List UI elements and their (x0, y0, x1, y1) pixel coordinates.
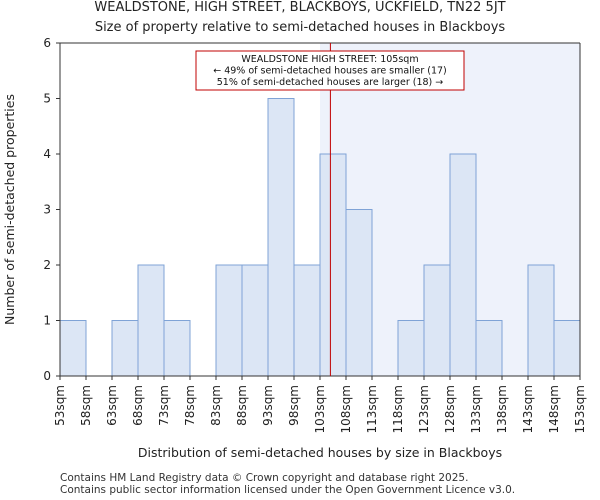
x-tick-label: 113sqm (365, 385, 379, 433)
y-tick-label: 3 (43, 203, 51, 217)
annotation-line: WEALDSTONE HIGH STREET: 105sqm (241, 54, 418, 65)
histogram-bar (319, 153, 347, 377)
footer-licence: Contains public sector information licen… (60, 484, 516, 496)
histogram-bar (241, 264, 269, 377)
x-tick-label: 93sqm (261, 385, 275, 426)
x-tick-label: 83sqm (209, 385, 223, 426)
histogram-bar (397, 320, 425, 377)
histogram-bar (215, 264, 243, 377)
annotation-line: ← 49% of semi-detached houses are smalle… (213, 66, 447, 77)
histogram-bar (345, 209, 373, 377)
histogram-bar (59, 320, 87, 377)
x-tick-label: 118sqm (391, 385, 405, 433)
y-tick-label: 1 (43, 314, 51, 328)
x-tick-label: 133sqm (469, 385, 483, 433)
y-tick-label: 4 (43, 147, 51, 161)
x-tick-label: 88sqm (235, 385, 249, 426)
histogram-bar (423, 264, 451, 377)
x-tick-label: 78sqm (183, 385, 197, 426)
x-tick-label: 58sqm (79, 385, 93, 426)
chart-title: WEALDSTONE, HIGH STREET, BLACKBOYS, UCKF… (94, 0, 506, 15)
y-axis-label: Number of semi-detached properties (2, 94, 17, 325)
x-tick-label: 123sqm (417, 385, 431, 433)
histogram-bar (267, 98, 295, 377)
x-tick-label: 63sqm (105, 385, 119, 426)
x-tick-label: 128sqm (443, 385, 457, 433)
histogram-bar (553, 320, 581, 377)
y-tick-label: 5 (43, 92, 51, 106)
histogram-bar (293, 264, 321, 377)
histogram-bar (163, 320, 191, 377)
histogram-bar (475, 320, 503, 377)
chart-subtitle: Size of property relative to semi-detach… (94, 20, 506, 35)
x-tick-label: 98sqm (287, 385, 301, 426)
x-tick-label: 108sqm (339, 385, 353, 433)
histogram-bar (137, 264, 165, 377)
y-tick-label: 0 (43, 369, 51, 383)
histogram-bar (527, 264, 555, 377)
x-tick-label: 143sqm (521, 385, 535, 433)
annotation-line: 51% of semi-detached houses are larger (… (217, 77, 444, 88)
y-tick-label: 6 (43, 36, 51, 50)
histogram-bar (111, 320, 139, 377)
histogram-bar (449, 153, 477, 377)
x-axis-label: Distribution of semi-detached houses by … (138, 445, 502, 460)
x-tick-label: 103sqm (313, 385, 327, 433)
x-tick-label: 68sqm (131, 385, 145, 426)
x-tick-label: 153sqm (573, 385, 587, 433)
x-tick-label: 138sqm (495, 385, 509, 433)
footer-copyright: Contains HM Land Registry data © Crown c… (60, 472, 469, 484)
y-tick-label: 2 (43, 258, 51, 272)
x-tick-label: 148sqm (547, 385, 561, 433)
x-tick-label: 53sqm (53, 385, 67, 426)
x-tick-label: 73sqm (157, 385, 171, 426)
annotation-box (195, 50, 465, 91)
